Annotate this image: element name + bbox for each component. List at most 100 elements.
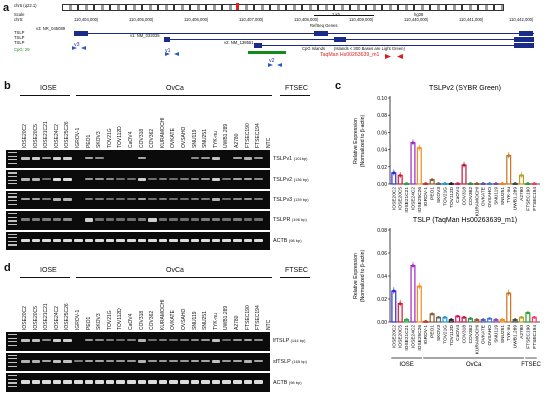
v2-primer-arrows bbox=[268, 54, 282, 67]
lane-label: SNU251 bbox=[202, 129, 209, 148]
gel-band bbox=[137, 380, 147, 384]
chrom-label: chr5 (q22.1) bbox=[14, 3, 37, 8]
gel-band bbox=[180, 238, 189, 242]
ladder-band bbox=[8, 334, 17, 336]
gel-band bbox=[63, 197, 72, 202]
lane-label: TOV21G bbox=[106, 128, 113, 148]
group-label-iose: IOSE bbox=[40, 267, 57, 274]
gel-band bbox=[42, 238, 51, 242]
lane-label: FTSEC194 bbox=[255, 305, 262, 330]
cpg-island bbox=[248, 51, 286, 54]
x-tick-label: TOV112D bbox=[449, 324, 455, 345]
lane-label: IOSE20C5 bbox=[32, 124, 39, 148]
gel-band bbox=[169, 359, 178, 363]
assembly-label: hg38 bbox=[414, 12, 424, 17]
lane-label: PEO1 bbox=[85, 316, 92, 330]
lane-label: UWB1.289 bbox=[223, 123, 230, 148]
coord-4: 110,407,000| bbox=[239, 17, 264, 22]
data-point bbox=[405, 318, 408, 322]
ladder-band bbox=[8, 386, 17, 388]
gel-band bbox=[127, 380, 136, 384]
gel-band bbox=[201, 157, 210, 160]
chr-label: chr5: bbox=[14, 17, 24, 22]
bar bbox=[416, 147, 422, 185]
y-tick-label: 0.10 bbox=[377, 96, 387, 102]
gel-band bbox=[84, 177, 94, 180]
x-tick-label: OVKATE bbox=[481, 187, 487, 206]
data-point bbox=[475, 318, 479, 322]
gel-band bbox=[254, 339, 263, 342]
x-tick-label: IOSE24C2 bbox=[410, 187, 416, 210]
ladder-band bbox=[8, 213, 17, 215]
gel-band bbox=[21, 218, 30, 221]
y-tick-label: 0.06 bbox=[377, 130, 387, 136]
x-tick-label: SKOV3 bbox=[436, 187, 442, 203]
gel-band bbox=[148, 380, 157, 384]
gel-band bbox=[169, 380, 178, 384]
lane-label: SKOV3 bbox=[96, 131, 103, 148]
x-tick-label: IGROV-1 bbox=[423, 325, 429, 345]
gel-band bbox=[222, 238, 231, 242]
ladder-band bbox=[8, 240, 17, 242]
gel-band bbox=[243, 339, 253, 342]
gel-band bbox=[21, 177, 30, 181]
chart-title: TSLPv2 (SYBR Green) bbox=[429, 85, 501, 92]
ladder-band bbox=[8, 378, 17, 381]
y-tick-label: 0.08 bbox=[377, 113, 387, 119]
gel-band bbox=[254, 218, 263, 221]
gel-band bbox=[127, 197, 136, 201]
x-tick-label: IOSE21C21 bbox=[404, 187, 410, 213]
gel-band bbox=[105, 197, 115, 201]
gel-band bbox=[158, 339, 168, 342]
coord-2: 110,405,000| bbox=[129, 17, 154, 22]
y-tick-label: 0.02 bbox=[377, 165, 387, 171]
lane-label: COV362 bbox=[149, 128, 156, 148]
lane-label: UWB1.289 bbox=[223, 305, 230, 330]
lane-label: IOSE21C21 bbox=[43, 121, 50, 148]
gel-band bbox=[169, 197, 178, 201]
ladder-band bbox=[8, 179, 17, 181]
gel-band bbox=[137, 218, 147, 221]
bar bbox=[506, 292, 512, 323]
gel-band bbox=[169, 218, 178, 221]
ladder-band bbox=[8, 159, 17, 161]
gel-band bbox=[95, 339, 104, 342]
gel-band bbox=[211, 157, 221, 161]
gel-band bbox=[137, 339, 147, 343]
lane-label: KURAMOCHI bbox=[159, 117, 166, 148]
lane-label: IOSE20C2 bbox=[22, 306, 28, 330]
gel-band bbox=[243, 177, 253, 180]
coord-5: 110,408,000| bbox=[294, 17, 319, 22]
group-label-ovca: OvCa bbox=[166, 85, 184, 92]
group-bracket-iose bbox=[20, 277, 70, 278]
v2-exon-1 bbox=[254, 43, 262, 48]
ladder-band bbox=[8, 237, 17, 239]
gel-band bbox=[233, 218, 242, 221]
gel-band bbox=[180, 177, 189, 180]
gel-band bbox=[254, 238, 263, 242]
lane-label: KURAMOCHI bbox=[159, 299, 166, 330]
gel-band bbox=[222, 197, 231, 201]
ladder-band bbox=[8, 192, 17, 194]
track-label-3: TSLP bbox=[14, 40, 25, 45]
gel-band bbox=[254, 197, 263, 201]
chrom-ideogram bbox=[62, 4, 504, 11]
lane-label: IGROV-1 bbox=[75, 127, 81, 148]
x-tick-label: COV362 bbox=[468, 325, 474, 344]
gel-band bbox=[190, 177, 200, 180]
gel-row-size: (101bp) bbox=[293, 156, 308, 162]
gel-band bbox=[95, 359, 104, 363]
v3-line bbox=[74, 33, 534, 34]
gel-band bbox=[180, 197, 189, 201]
x-tick-label: FTSEC194 bbox=[532, 187, 538, 211]
ladder-band bbox=[8, 216, 17, 218]
x-tick-label: TYK-nu bbox=[506, 325, 512, 342]
gel-band bbox=[95, 238, 104, 242]
base-note: (Islands < 300 Bases are Light Green) bbox=[334, 46, 405, 51]
ladder-band bbox=[8, 183, 17, 185]
x-tick-label: UWB1.289 bbox=[513, 187, 519, 211]
lane-label: TOV21G bbox=[106, 310, 113, 330]
gel-row-size: (144 bp) bbox=[290, 338, 306, 344]
gel-band bbox=[180, 359, 189, 363]
data-point bbox=[532, 182, 536, 185]
